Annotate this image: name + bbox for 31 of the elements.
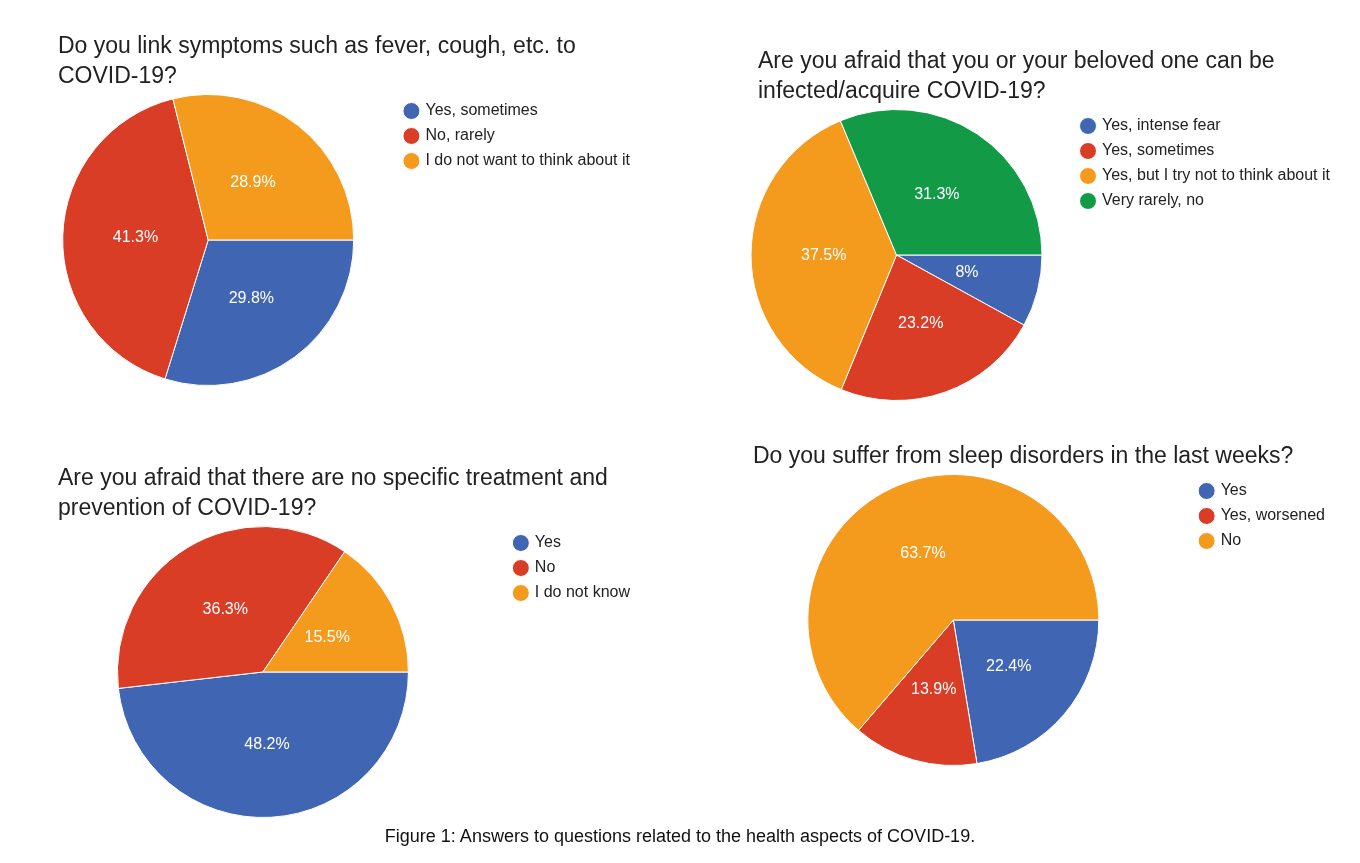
legend-label: I do not want to think about it xyxy=(425,151,631,169)
legend-label: No, rarely xyxy=(425,126,495,144)
data-label: 13.9% xyxy=(910,680,957,698)
caption: Figure 1: Answers to questions related to the health aspects of COVID-19. xyxy=(383,826,977,847)
chart-title: Are you afraid that you or your beloved one can be infected/acquire COVID-19? xyxy=(758,46,1276,105)
legend-label: Yes xyxy=(1220,481,1247,499)
data-label: 63.7% xyxy=(900,544,946,562)
chart-title: Are you afraid that there are no specific treatment and prevention of COVID-19? xyxy=(58,463,608,522)
data-label: 29.8% xyxy=(228,288,275,306)
data-label: 36.3% xyxy=(202,600,248,618)
legend-label: I do not know xyxy=(534,583,631,601)
data-label: 31.3% xyxy=(914,184,960,202)
data-label: 28.9% xyxy=(230,173,276,191)
legend-label: Yes, but I try not to think about it xyxy=(1102,166,1331,184)
legend-label: Yes, sometimes xyxy=(1102,141,1215,159)
data-label: 15.5% xyxy=(304,628,350,646)
legend-label: Yes, intense fear xyxy=(1102,116,1222,134)
legend-label: Yes xyxy=(534,533,561,551)
legend-label: No xyxy=(1220,531,1242,549)
data-label: 37.5% xyxy=(801,245,847,263)
data-label: 22.4% xyxy=(986,657,1032,675)
legend-label: Yes, worsened xyxy=(1220,506,1326,524)
chart-title: Do you suffer from sleep disorders in the last weeks? xyxy=(753,441,1295,470)
legend-label: Yes, sometimes xyxy=(425,101,538,119)
legend-label: No xyxy=(534,558,556,576)
legend-label: Very rarely, no xyxy=(1102,191,1205,209)
data-label: 23.2% xyxy=(898,314,944,332)
data-label: 48.2% xyxy=(244,735,290,753)
chart-title: Do you link symptoms such as fever, cough, etc. to COVID-19? xyxy=(58,31,577,90)
data-label: 8% xyxy=(955,263,979,281)
data-label: 41.3% xyxy=(112,228,159,246)
